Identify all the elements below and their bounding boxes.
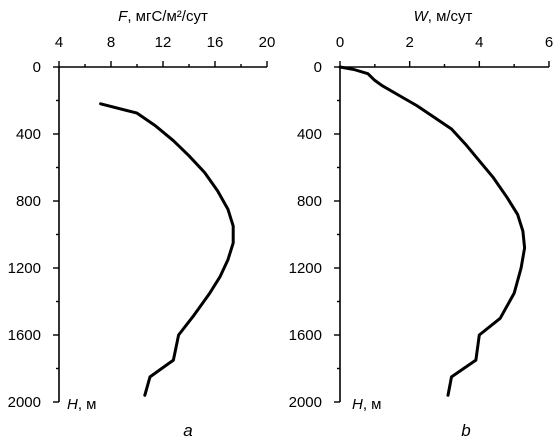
panel-a-y-tick-label: 400 — [16, 126, 41, 143]
panel-a-y-tick-label: 2000 — [8, 394, 41, 411]
panel-a-y-tick-label: 800 — [16, 193, 41, 210]
panel-b-y-tick-label: 400 — [297, 126, 322, 143]
panel-a-x-axis-title: F, мгС/м²/сут — [118, 8, 208, 25]
panel-a: 4 8 12 16 20 0 400 800 1200 1600 2000 F, мгС/м²/с… — [8, 8, 276, 440]
panel-a-y-tick-label: 1600 — [8, 327, 41, 344]
panel-b-x-ticks: 0 2 4 6 — [336, 34, 553, 67]
panel-a-x-tick-label: 4 — [55, 34, 63, 51]
panel-a-x-tick-label: 12 — [155, 34, 172, 51]
panel-a-x-tick-label: 8 — [107, 34, 115, 51]
panel-b-x-tick-label: 6 — [545, 34, 553, 51]
panel-b-y-unit: , м — [363, 396, 382, 413]
panel-a-x-ticks: 4 8 12 16 20 — [55, 34, 276, 67]
panel-a-y-axis-title: H, м — [67, 396, 97, 413]
panel-b-y-tick-label: 2000 — [289, 394, 322, 411]
panel-b-x-axis-title: W, м/сут — [414, 8, 473, 25]
panel-b-series-line — [338, 65, 527, 397]
panel-a-label: a — [183, 421, 192, 440]
panel-b-x-tick-label: 4 — [475, 34, 483, 51]
panel-a-series-line — [99, 102, 235, 397]
panel-b-label: b — [461, 421, 470, 440]
panel-b: 0 2 4 6 0 400 800 1200 1600 2000 W, м/сут H, м b — [289, 8, 554, 440]
panel-b-y-ticks: 0 400 800 1200 1600 2000 — [289, 59, 340, 411]
panel-a-y-ticks: 0 400 800 1200 1600 2000 — [8, 59, 59, 411]
panel-b-y-var: H — [352, 396, 363, 413]
panel-a-y-var: H — [67, 396, 78, 413]
panel-b-y-tick-label: 0 — [314, 59, 322, 76]
panel-a-y-tick-label: 0 — [33, 59, 41, 76]
panel-b-y-tick-label: 1600 — [289, 327, 322, 344]
panel-b-y-tick-label: 1200 — [289, 260, 322, 277]
panel-a-x-tick-label: 20 — [259, 34, 276, 51]
panel-a-y-tick-label: 1200 — [8, 260, 41, 277]
panel-b-y-tick-label: 800 — [297, 193, 322, 210]
panel-b-x-tick-label: 0 — [336, 34, 344, 51]
panel-a-x-var: F — [118, 8, 128, 25]
panel-a-x-unit: , мгС/м²/сут — [127, 8, 208, 25]
panel-b-x-unit: , м/сут — [428, 8, 473, 25]
panel-a-x-tick-label: 16 — [207, 34, 224, 51]
panel-b-y-axis-title: H, м — [352, 396, 382, 413]
panel-b-x-var: W — [414, 8, 430, 25]
panel-a-y-unit: , м — [78, 396, 97, 413]
panel-b-x-tick-label: 2 — [405, 34, 413, 51]
